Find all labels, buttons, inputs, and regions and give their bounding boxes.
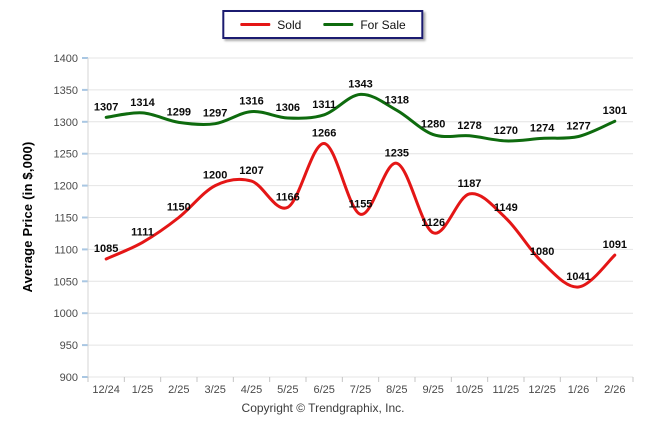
- legend-label-for-sale: For Sale: [360, 17, 406, 32]
- data-label: 1297: [203, 108, 227, 120]
- data-label: 1235: [385, 147, 409, 159]
- series-line-for-sale: [104, 92, 617, 143]
- data-label: 1314: [130, 97, 155, 109]
- data-label: 1207: [239, 165, 263, 177]
- y-axis-tick-label: 1100: [54, 244, 78, 256]
- x-axis-tick-label: 1/26: [568, 384, 589, 396]
- data-label: 1155: [349, 198, 373, 210]
- x-axis-tick-label: 9/25: [422, 384, 443, 396]
- data-label: 1277: [566, 120, 590, 132]
- data-label: 1307: [94, 101, 118, 113]
- data-label: 1266: [312, 127, 336, 139]
- for-sale-line-swatch-icon: [323, 23, 354, 26]
- y-axis-tick-label: 900: [60, 372, 78, 384]
- x-axis-tick-label: 1/25: [132, 384, 153, 396]
- legend-item-for-sale: For Sale: [323, 17, 406, 32]
- chart-legend: Sold For Sale: [222, 10, 424, 39]
- x-axis-tick-label: 7/25: [350, 384, 371, 396]
- x-axis-tick-label: 2/26: [604, 384, 625, 396]
- data-label: 1299: [167, 106, 191, 118]
- legend-item-sold: Sold: [240, 19, 301, 31]
- x-axis-tick-label: 5/25: [277, 384, 298, 396]
- y-axis-tick-label: 1200: [54, 181, 78, 193]
- sold-line-swatch-icon: [240, 23, 271, 26]
- data-label: 1311: [312, 99, 336, 111]
- data-label: 1149: [494, 202, 518, 214]
- x-axis-tick-label: 4/25: [241, 384, 262, 396]
- data-label: 1091: [603, 239, 627, 251]
- data-label: 1126: [421, 217, 445, 229]
- y-axis-tick-label: 1050: [54, 276, 78, 288]
- data-label: 1280: [421, 119, 445, 131]
- y-axis-tick-label: 1250: [54, 149, 78, 161]
- legend-label-sold: Sold: [277, 17, 302, 32]
- data-label: 1316: [239, 96, 263, 108]
- x-axis-tick-label: 12/24: [92, 384, 120, 396]
- data-label: 1111: [131, 226, 154, 238]
- copyright-text: Copyright © Trendgraphix, Inc.: [241, 401, 405, 415]
- data-label: 1200: [203, 170, 227, 182]
- data-label: 1270: [494, 125, 518, 137]
- data-label: 1041: [566, 271, 590, 283]
- x-axis-tick-label: 8/25: [386, 384, 407, 396]
- data-label: 1318: [385, 94, 409, 106]
- y-axis-tick-label: 1150: [54, 213, 78, 225]
- data-label: 1187: [458, 178, 482, 190]
- data-label: 1301: [603, 105, 627, 117]
- y-axis-title: Average Price (in $,000): [20, 141, 35, 293]
- x-axis-tick-label: 2/25: [168, 384, 189, 396]
- x-axis-tick-label: 11/25: [492, 384, 519, 396]
- data-label: 1150: [167, 202, 191, 214]
- data-label: 1166: [276, 191, 300, 203]
- x-axis-tick-label: 3/25: [204, 384, 225, 396]
- data-label: 1306: [276, 102, 300, 114]
- y-axis-tick-label: 950: [60, 340, 78, 352]
- data-label: 1274: [530, 122, 555, 134]
- y-axis-tick-label: 1300: [54, 117, 78, 129]
- data-label: 1278: [457, 120, 481, 132]
- data-label: 1080: [530, 246, 554, 258]
- y-axis-tick-label: 1350: [54, 85, 78, 97]
- series-line-sold: [104, 142, 617, 289]
- data-label: 1085: [94, 243, 118, 255]
- y-axis-tick-label: 1000: [54, 308, 78, 320]
- x-axis-tick-label: 10/25: [456, 384, 484, 396]
- data-label: 1343: [348, 78, 372, 90]
- y-axis-tick-label: 1400: [54, 53, 78, 65]
- x-axis-tick-label: 6/25: [313, 384, 334, 396]
- x-axis-tick-label: 12/25: [528, 384, 556, 396]
